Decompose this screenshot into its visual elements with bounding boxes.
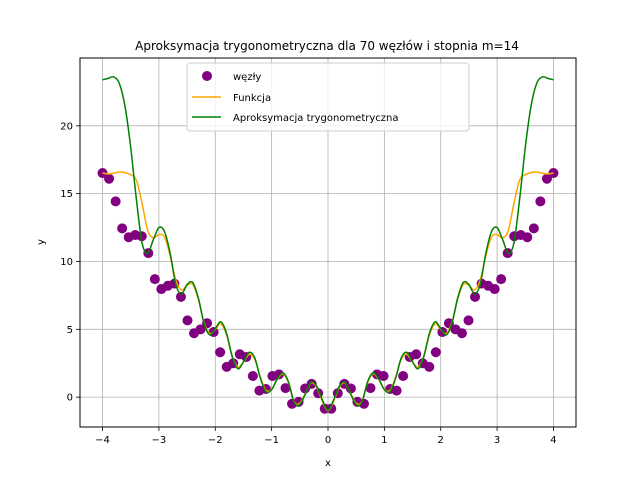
y-axis-label: y: [36, 239, 47, 245]
plot-area: [97, 76, 559, 414]
node-point: [365, 383, 376, 394]
node-point: [117, 223, 128, 234]
node-point: [345, 383, 356, 394]
x-tick-label: 2: [438, 435, 444, 446]
node-point: [522, 232, 533, 243]
y-tick-label: 20: [60, 121, 73, 132]
legend: węzły Funkcja Aproksymacja trygonometryc…: [186, 62, 470, 132]
y-tick-label: 0: [67, 393, 73, 404]
approximation-line: [102, 76, 554, 411]
legend-box: [186, 62, 470, 132]
node-point: [104, 173, 115, 184]
node-point: [280, 383, 291, 394]
legend-label-function: Funkcja: [233, 93, 271, 104]
node-point: [273, 369, 284, 380]
node-point: [136, 231, 147, 242]
node-point: [247, 370, 258, 381]
x-axis-label: x: [325, 458, 331, 469]
node-point: [195, 324, 206, 335]
y-axis: 0 5 10 15 20: [60, 121, 80, 404]
y-tick-label: 10: [60, 257, 73, 268]
x-tick-label: 4: [550, 435, 556, 446]
x-tick-label: −1: [264, 435, 279, 446]
legend-label-approximation: Aproksymacja trygonometryczna: [233, 113, 399, 124]
node-point: [489, 284, 500, 295]
node-point: [463, 315, 474, 326]
node-point: [378, 370, 389, 381]
node-point: [411, 349, 422, 360]
legend-marker-nodes: [202, 71, 212, 81]
x-axis: −4 −3 −2 −1 0 1 2 3 4: [95, 427, 557, 446]
x-tick-label: 0: [325, 435, 331, 446]
y-tick-label: 15: [60, 189, 73, 200]
node-point: [149, 274, 160, 285]
node-point: [424, 361, 435, 372]
node-point: [182, 315, 193, 326]
node-point: [110, 196, 121, 207]
x-tick-label: −4: [95, 435, 110, 446]
chart-title: Aproksymacja trygonometryczna dla 70 węz…: [135, 39, 519, 53]
node-point: [496, 274, 507, 285]
node-point: [391, 385, 402, 396]
node-point: [97, 168, 108, 179]
y-tick-label: 5: [67, 325, 73, 336]
x-tick-label: −2: [208, 435, 223, 446]
node-point: [175, 291, 186, 302]
x-tick-label: 1: [381, 435, 387, 446]
node-point: [470, 291, 481, 302]
node-point: [548, 168, 559, 179]
node-point: [215, 347, 226, 358]
node-point: [456, 328, 467, 339]
node-point: [430, 347, 441, 358]
node-point: [535, 196, 546, 207]
x-tick-label: −3: [152, 435, 167, 446]
legend-label-nodes: węzły: [233, 72, 261, 83]
node-point: [398, 370, 409, 381]
node-point: [528, 223, 539, 234]
x-tick-label: 3: [494, 435, 500, 446]
node-point: [541, 173, 552, 184]
